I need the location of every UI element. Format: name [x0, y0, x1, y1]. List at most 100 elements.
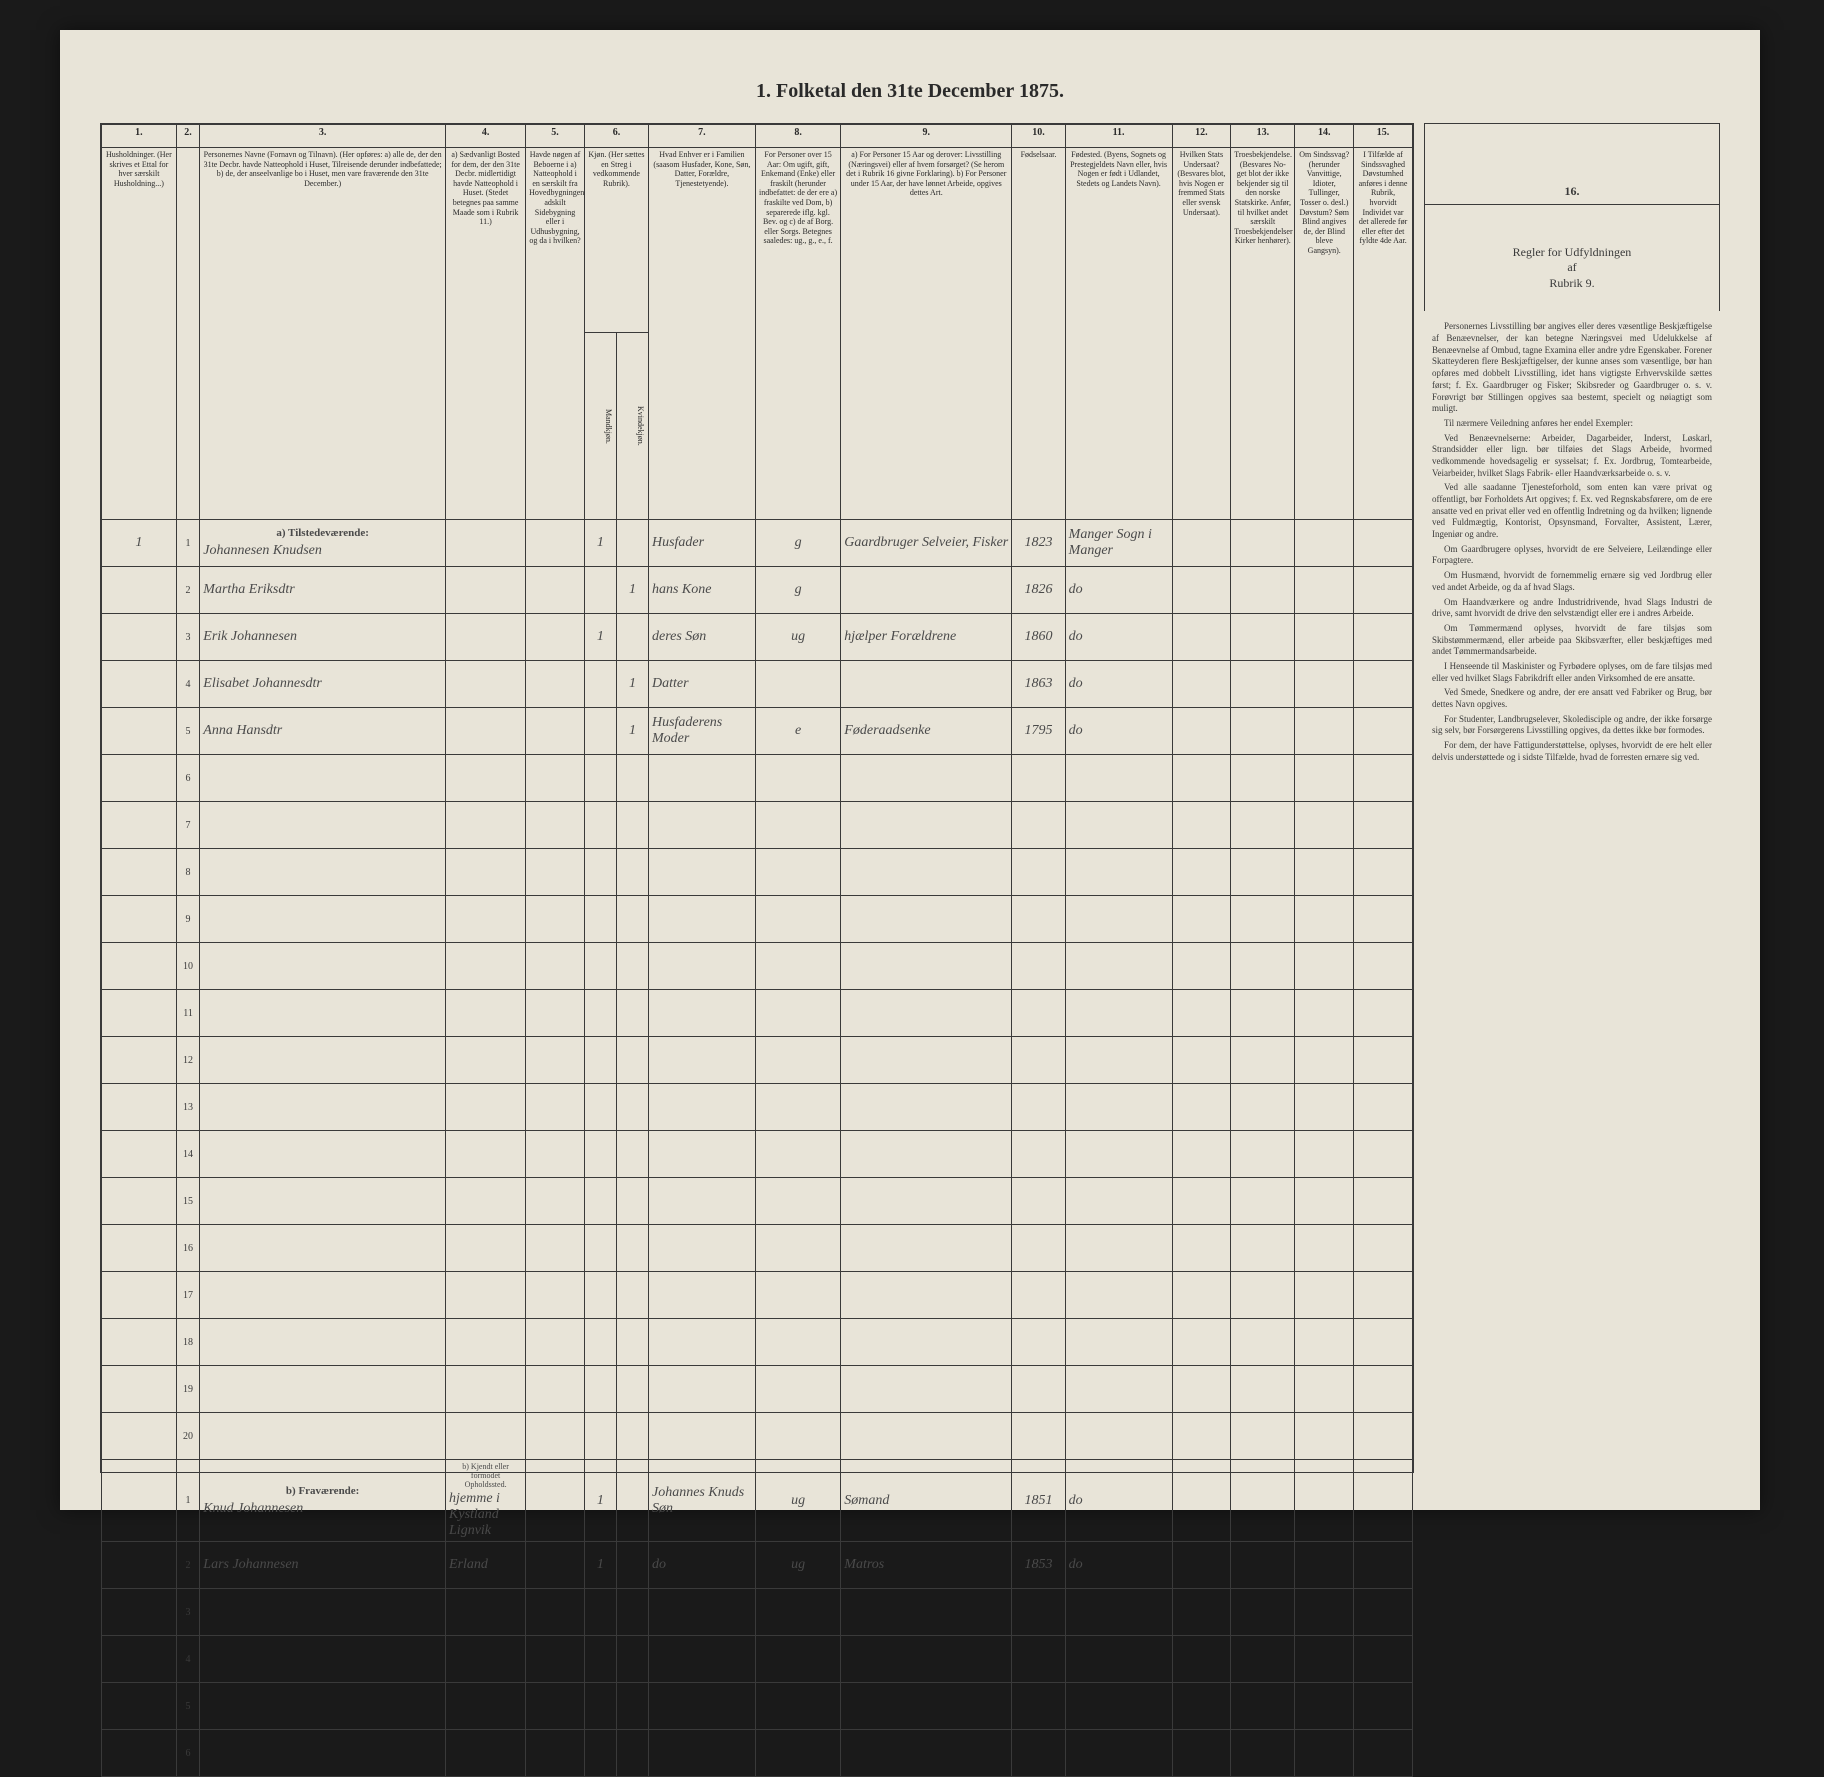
cell-occ	[841, 802, 1012, 849]
cell-c15	[1354, 1178, 1413, 1225]
cell-c5	[526, 567, 585, 614]
cell-c5	[526, 1730, 585, 1777]
cell-occ	[841, 567, 1012, 614]
cell-fam	[648, 1131, 755, 1178]
cell-n	[102, 1366, 177, 1413]
cell-c15	[1354, 1366, 1413, 1413]
cell-m	[584, 1636, 616, 1683]
cell-n	[102, 1131, 177, 1178]
colnum-11: 11.	[1065, 125, 1172, 148]
cell-place	[1065, 1272, 1172, 1319]
colnum-8: 8.	[755, 125, 840, 148]
rules-body: Personernes Livsstilling bør angives ell…	[1432, 321, 1712, 763]
cell-fam	[648, 943, 755, 990]
cell-c5	[526, 943, 585, 990]
cell-n	[102, 1460, 177, 1542]
cell-civ: g	[755, 567, 840, 614]
cell-p: 5	[176, 708, 200, 755]
cell-yr	[1012, 1131, 1065, 1178]
cell-c12	[1172, 802, 1231, 849]
table-row: 4	[102, 1636, 1413, 1683]
cell-m	[584, 1084, 616, 1131]
cell-civ	[755, 1319, 840, 1366]
rules-paragraph: Ved Benæevnelserne: Arbeider, Dagarbeide…	[1432, 433, 1712, 480]
cell-m	[584, 849, 616, 896]
cell-c12	[1172, 1225, 1231, 1272]
cell-civ	[755, 1413, 840, 1460]
cell-name	[200, 802, 446, 849]
cell-c12	[1172, 1178, 1231, 1225]
cell-name: Elisabet Johannesdtr	[200, 661, 446, 708]
cell-f	[616, 1636, 648, 1683]
cell-c5	[526, 1413, 585, 1460]
cell-f: 1	[616, 708, 648, 755]
cell-p: 5	[176, 1683, 200, 1730]
cell-occ	[841, 1178, 1012, 1225]
hdr-5: Havde nøgen af Beboerne i a) Natteophold…	[526, 148, 585, 520]
cell-c15	[1354, 614, 1413, 661]
cell-fam	[648, 1272, 755, 1319]
cell-c5	[526, 614, 585, 661]
table-row: 17	[102, 1272, 1413, 1319]
cell-place: do	[1065, 1542, 1172, 1589]
cell-occ	[841, 896, 1012, 943]
cell-civ	[755, 1636, 840, 1683]
table-row: 6	[102, 1730, 1413, 1777]
cell-n	[102, 990, 177, 1037]
cell-m	[584, 567, 616, 614]
cell-c15	[1354, 1730, 1413, 1777]
cell-f	[616, 614, 648, 661]
cell-c15	[1354, 1636, 1413, 1683]
census-table: 1. 2. 3. 4. 5. 6. 7. 8. 9. 10. 11.	[101, 124, 1413, 1777]
table-row: 3	[102, 1589, 1413, 1636]
cell-c4	[446, 1319, 526, 1366]
hdr-1: Husholdninger. (Her skrives et Ettal for…	[102, 148, 177, 520]
cell-m	[584, 1319, 616, 1366]
cell-n	[102, 1683, 177, 1730]
cell-c5	[526, 896, 585, 943]
cell-c13	[1231, 1084, 1295, 1131]
cell-c15	[1354, 1272, 1413, 1319]
cell-m	[584, 1225, 616, 1272]
section-label: a) Tilstedeværende:	[203, 527, 442, 539]
cell-place	[1065, 990, 1172, 1037]
cell-n	[102, 1178, 177, 1225]
cell-c14	[1295, 1037, 1354, 1084]
cell-name: Erik Johannesen	[200, 614, 446, 661]
cell-fam	[648, 990, 755, 1037]
cell-fam	[648, 849, 755, 896]
cell-f	[616, 1730, 648, 1777]
cell-fam	[648, 1225, 755, 1272]
cell-yr	[1012, 1225, 1065, 1272]
cell-yr: 1823	[1012, 520, 1065, 567]
colnum-13: 13.	[1231, 125, 1295, 148]
cell-occ	[841, 661, 1012, 708]
cell-c13	[1231, 990, 1295, 1037]
cell-c15	[1354, 708, 1413, 755]
cell-c13	[1231, 1413, 1295, 1460]
cell-c5	[526, 1319, 585, 1366]
census-table-area: 1. 2. 3. 4. 5. 6. 7. 8. 9. 10. 11.	[100, 123, 1414, 1473]
cell-civ	[755, 1225, 840, 1272]
cell-p: 13	[176, 1084, 200, 1131]
cell-place	[1065, 896, 1172, 943]
cell-fam	[648, 1730, 755, 1777]
cell-fam	[648, 1589, 755, 1636]
cell-occ	[841, 1730, 1012, 1777]
cell-place	[1065, 1413, 1172, 1460]
cell-c4	[446, 1589, 526, 1636]
cell-fam	[648, 802, 755, 849]
cell-p: 14	[176, 1131, 200, 1178]
rules-paragraph: Til nærmere Veiledning anføres her endel…	[1432, 418, 1712, 430]
cell-p: 10	[176, 943, 200, 990]
cell-name	[200, 1178, 446, 1225]
cell-occ	[841, 1636, 1012, 1683]
cell-fam	[648, 896, 755, 943]
cell-p: 3	[176, 614, 200, 661]
cell-m	[584, 661, 616, 708]
hdr-13: Troesbekjendelse. (Besvares No- get blot…	[1231, 148, 1295, 520]
cell-c13	[1231, 1225, 1295, 1272]
cell-c13	[1231, 849, 1295, 896]
cell-yr	[1012, 802, 1065, 849]
cell-place	[1065, 1084, 1172, 1131]
